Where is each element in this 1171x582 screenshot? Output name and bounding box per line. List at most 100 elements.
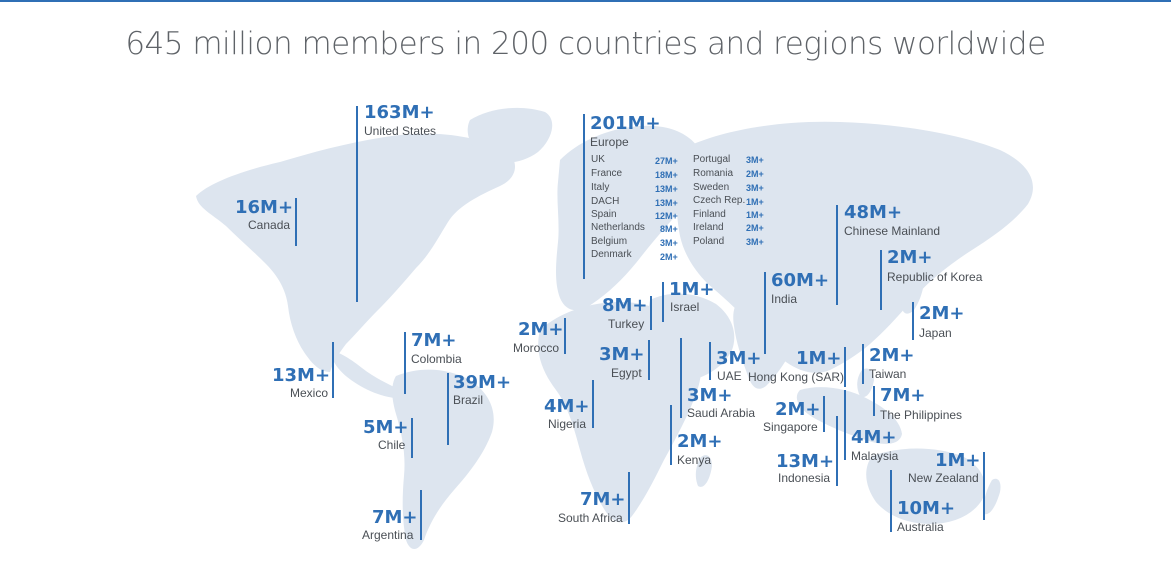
marker-line bbox=[447, 373, 449, 445]
marker-line bbox=[583, 114, 585, 279]
page-title: 645 million members in 200 countries and… bbox=[125, 26, 1046, 62]
marker-line bbox=[836, 416, 838, 486]
label-indonesia: Indonesia bbox=[778, 471, 831, 485]
label-israel: Israel bbox=[670, 300, 700, 314]
marker-line bbox=[890, 470, 892, 532]
label-malaysia: Malaysia bbox=[851, 449, 899, 463]
landmass-madagascar bbox=[695, 455, 712, 487]
europe-country-value: 3M+ bbox=[660, 238, 678, 248]
value-argentina: 7M+ bbox=[372, 507, 418, 528]
marker-line bbox=[404, 332, 406, 394]
value-chile: 5M+ bbox=[363, 417, 409, 438]
value-united-states: 163M+ bbox=[364, 102, 435, 123]
label-europe: Europe bbox=[590, 135, 629, 149]
value-israel: 1M+ bbox=[669, 279, 715, 300]
marker-line bbox=[983, 452, 985, 520]
value-new-zealand: 1M+ bbox=[935, 450, 981, 471]
top-accent-bar bbox=[0, 0, 1171, 2]
label-canada: Canada bbox=[248, 218, 291, 232]
label-united-states: United States bbox=[364, 124, 437, 138]
label-japan: Japan bbox=[919, 326, 952, 340]
europe-country-value: 2M+ bbox=[746, 169, 764, 179]
europe-country-value: 13M+ bbox=[655, 184, 678, 194]
landmass-greenland bbox=[467, 107, 553, 163]
value-europe: 201M+ bbox=[590, 113, 661, 134]
label-hong-kong: Hong Kong (SAR) bbox=[748, 370, 845, 384]
europe-country-value: 2M+ bbox=[660, 252, 678, 262]
value-brazil: 39M+ bbox=[453, 372, 512, 393]
marker-line bbox=[912, 302, 914, 340]
marker-line bbox=[356, 106, 358, 302]
landmass-europe bbox=[556, 125, 703, 311]
marker-line bbox=[411, 418, 413, 458]
europe-country-name: DACH bbox=[591, 196, 620, 207]
europe-country-name: Sweden bbox=[693, 182, 730, 193]
value-nigeria: 4M+ bbox=[544, 396, 590, 417]
landmass-middle-east bbox=[648, 293, 735, 381]
label-colombia: Colombia bbox=[411, 352, 462, 366]
europe-country-value: 3M+ bbox=[746, 155, 764, 165]
value-egypt: 3M+ bbox=[599, 344, 645, 365]
europe-country-name: Spain bbox=[591, 209, 617, 220]
value-indonesia: 13M+ bbox=[776, 451, 835, 472]
europe-country-value: 8M+ bbox=[660, 224, 678, 234]
europe-country-name: Portugal bbox=[693, 154, 731, 165]
value-saudi-arabia: 3M+ bbox=[687, 385, 733, 406]
europe-country-name: Belgium bbox=[591, 236, 628, 247]
europe-country-name: Poland bbox=[693, 236, 725, 247]
value-chinese-mainland: 48M+ bbox=[844, 202, 903, 223]
label-chinese-mainland: Chinese Mainland bbox=[844, 224, 941, 238]
europe-country-name: Romania bbox=[693, 168, 734, 179]
marker-line bbox=[823, 396, 825, 432]
marker-line bbox=[662, 282, 664, 322]
value-taiwan: 2M+ bbox=[869, 345, 915, 366]
value-japan: 2M+ bbox=[919, 303, 965, 324]
label-brazil: Brazil bbox=[453, 393, 484, 407]
label-morocco: Morocco bbox=[513, 341, 560, 355]
label-nigeria: Nigeria bbox=[548, 417, 587, 431]
marker-line bbox=[648, 340, 650, 380]
marker-line bbox=[844, 347, 846, 387]
value-hong-kong: 1M+ bbox=[796, 348, 842, 369]
label-new-zealand: New Zealand bbox=[908, 471, 979, 485]
label-philippines: The Philippines bbox=[880, 408, 963, 422]
europe-country-name: Ireland bbox=[693, 222, 724, 233]
europe-country-value: 3M+ bbox=[746, 237, 764, 247]
marker-line bbox=[844, 390, 846, 460]
landmass-japan bbox=[901, 256, 925, 314]
value-singapore: 2M+ bbox=[775, 399, 821, 420]
europe-country-name: Netherlands bbox=[591, 222, 645, 233]
europe-country-value: 1M+ bbox=[746, 210, 764, 220]
europe-country-name: UK bbox=[591, 154, 605, 165]
europe-country-value: 3M+ bbox=[746, 183, 764, 193]
europe-country-name: Italy bbox=[591, 182, 610, 193]
label-chile: Chile bbox=[378, 438, 406, 452]
europe-country-value: 2M+ bbox=[746, 223, 764, 233]
label-taiwan: Taiwan bbox=[869, 367, 907, 381]
value-australia: 10M+ bbox=[897, 498, 956, 519]
value-malaysia: 4M+ bbox=[851, 427, 897, 448]
marker-line bbox=[836, 205, 838, 305]
europe-country-value: 13M+ bbox=[655, 198, 678, 208]
value-mexico: 13M+ bbox=[272, 365, 331, 386]
marker-line bbox=[295, 198, 297, 246]
europe-country-value: 27M+ bbox=[655, 156, 678, 166]
marker-line bbox=[420, 490, 422, 540]
value-south-africa: 7M+ bbox=[580, 489, 626, 510]
europe-country-name: Denmark bbox=[591, 249, 632, 260]
label-uae: UAE bbox=[717, 369, 742, 383]
europe-country-name: Czech Rep. bbox=[693, 195, 746, 206]
label-saudi-arabia: Saudi Arabia bbox=[687, 406, 756, 420]
label-singapore: Singapore bbox=[763, 420, 818, 434]
europe-country-name: Finland bbox=[693, 209, 726, 220]
label-argentina: Argentina bbox=[362, 528, 414, 542]
marker-line bbox=[670, 405, 672, 465]
europe-country-value: 1M+ bbox=[746, 197, 764, 207]
landmass-philippines bbox=[857, 368, 874, 398]
europe-country-value: 18M+ bbox=[655, 170, 678, 180]
marker-line bbox=[680, 338, 682, 418]
label-turkey: Turkey bbox=[608, 317, 645, 331]
europe-country-name: France bbox=[591, 168, 623, 179]
value-korea: 2M+ bbox=[887, 247, 933, 268]
